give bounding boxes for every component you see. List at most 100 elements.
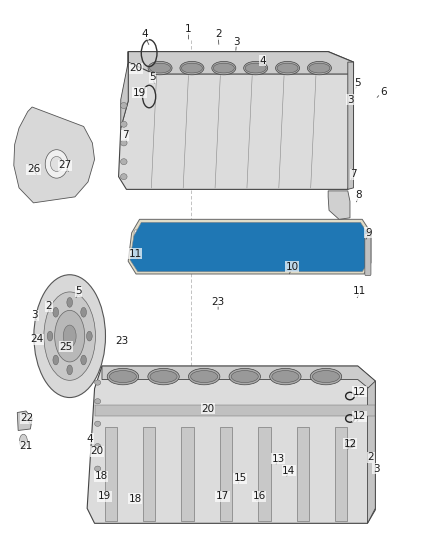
Ellipse shape (276, 61, 300, 75)
Text: 17: 17 (216, 491, 229, 502)
Ellipse shape (95, 466, 101, 471)
Polygon shape (258, 427, 271, 521)
Text: 27: 27 (59, 160, 72, 171)
Polygon shape (102, 366, 375, 394)
Text: 5: 5 (354, 78, 361, 88)
Ellipse shape (272, 370, 299, 383)
Ellipse shape (95, 399, 101, 404)
Polygon shape (105, 427, 117, 521)
Text: 20: 20 (201, 404, 215, 414)
Text: 23: 23 (116, 336, 129, 346)
Polygon shape (367, 381, 375, 523)
Ellipse shape (309, 63, 330, 73)
Text: 16: 16 (253, 491, 266, 502)
Circle shape (44, 292, 95, 381)
Text: 11: 11 (353, 286, 366, 296)
FancyBboxPatch shape (365, 233, 371, 276)
Ellipse shape (148, 61, 172, 75)
Text: 15: 15 (233, 473, 247, 483)
Text: 10: 10 (286, 262, 299, 271)
Polygon shape (348, 62, 353, 189)
Text: 26: 26 (27, 164, 40, 174)
Text: 4: 4 (87, 434, 93, 443)
Text: 7: 7 (122, 131, 128, 141)
Polygon shape (335, 427, 347, 521)
Ellipse shape (231, 370, 258, 383)
Ellipse shape (245, 63, 266, 73)
Text: 22: 22 (20, 414, 34, 424)
Polygon shape (121, 52, 128, 128)
Text: 4: 4 (141, 29, 148, 39)
Text: 23: 23 (212, 297, 225, 306)
Text: 7: 7 (350, 169, 357, 180)
Ellipse shape (45, 150, 68, 178)
Ellipse shape (191, 370, 218, 383)
Ellipse shape (120, 121, 127, 127)
Polygon shape (17, 411, 32, 431)
Ellipse shape (120, 174, 127, 180)
Polygon shape (87, 366, 375, 523)
Text: 2: 2 (367, 453, 374, 463)
Ellipse shape (120, 102, 127, 109)
Ellipse shape (312, 370, 339, 383)
FancyBboxPatch shape (134, 230, 166, 263)
Ellipse shape (181, 63, 202, 73)
Text: 2: 2 (46, 301, 52, 311)
Ellipse shape (307, 61, 332, 75)
Ellipse shape (310, 368, 342, 385)
Ellipse shape (188, 368, 220, 385)
Polygon shape (181, 427, 194, 521)
Circle shape (87, 332, 92, 341)
Circle shape (67, 365, 73, 375)
Ellipse shape (150, 63, 170, 73)
Ellipse shape (277, 63, 298, 73)
Text: 12: 12 (343, 439, 357, 449)
Text: 25: 25 (60, 342, 73, 352)
Polygon shape (328, 191, 350, 219)
FancyBboxPatch shape (277, 230, 309, 263)
Text: 19: 19 (98, 491, 111, 502)
Polygon shape (14, 107, 95, 203)
Ellipse shape (270, 368, 301, 385)
Ellipse shape (95, 443, 101, 449)
Text: 3: 3 (346, 94, 353, 104)
Ellipse shape (150, 370, 177, 383)
Text: 9: 9 (365, 228, 371, 238)
Text: 3: 3 (373, 464, 379, 474)
Text: 5: 5 (149, 72, 156, 82)
Circle shape (81, 355, 86, 365)
Text: 14: 14 (282, 466, 296, 476)
FancyBboxPatch shape (241, 230, 273, 263)
Ellipse shape (120, 140, 127, 146)
Ellipse shape (107, 368, 139, 385)
Text: 18: 18 (128, 494, 142, 504)
Polygon shape (297, 427, 309, 521)
Circle shape (19, 434, 27, 448)
Polygon shape (220, 427, 232, 521)
Text: 2: 2 (215, 29, 222, 39)
Ellipse shape (213, 63, 234, 73)
Ellipse shape (50, 156, 63, 172)
Text: 5: 5 (75, 286, 82, 296)
FancyBboxPatch shape (313, 230, 345, 263)
Ellipse shape (95, 421, 101, 426)
Text: 3: 3 (32, 310, 38, 320)
Text: 20: 20 (130, 63, 143, 73)
Circle shape (47, 332, 53, 341)
Circle shape (53, 355, 59, 365)
Ellipse shape (95, 380, 101, 385)
Ellipse shape (244, 61, 268, 75)
Circle shape (53, 308, 59, 317)
Circle shape (63, 325, 76, 347)
Polygon shape (143, 427, 155, 521)
Text: 18: 18 (95, 471, 108, 481)
Polygon shape (130, 222, 369, 272)
Text: 6: 6 (381, 87, 387, 97)
Text: 3: 3 (233, 37, 240, 47)
Text: 19: 19 (133, 88, 146, 98)
Text: 20: 20 (90, 447, 103, 456)
Circle shape (34, 274, 106, 398)
Polygon shape (95, 405, 375, 416)
Ellipse shape (180, 61, 204, 75)
Text: 24: 24 (30, 334, 43, 344)
